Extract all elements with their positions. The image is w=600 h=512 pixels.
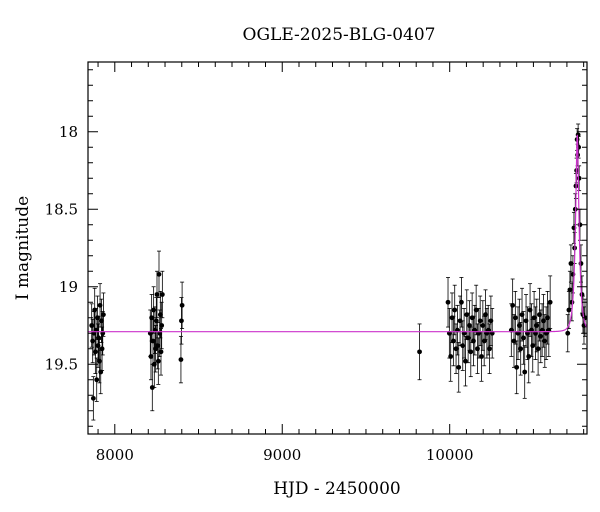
x-tick-label: 10000 — [426, 446, 474, 464]
y-tick-label: 19.5 — [45, 355, 78, 373]
point-marker — [576, 175, 582, 181]
y-tick-label: 18 — [59, 123, 78, 141]
point-marker — [547, 299, 553, 305]
data-point — [179, 281, 185, 330]
data-point — [520, 311, 526, 365]
data-point — [565, 314, 571, 353]
point-marker — [179, 318, 184, 324]
data-point — [178, 335, 184, 384]
chart-title: OGLE-2025-BLG-0407 — [243, 25, 436, 45]
data-point — [452, 284, 458, 336]
data-point — [522, 345, 528, 399]
data-point — [159, 270, 165, 319]
model-curve — [88, 134, 588, 333]
point-marker — [510, 302, 516, 308]
data-point — [90, 376, 96, 421]
point-marker — [512, 315, 518, 321]
point-marker — [577, 222, 583, 228]
point-marker — [179, 302, 185, 308]
y-axis-label: I magnitude — [13, 196, 33, 300]
point-marker — [154, 292, 160, 297]
data-point — [158, 328, 164, 376]
point-marker — [518, 346, 524, 352]
point-marker — [479, 354, 484, 359]
data-point — [101, 292, 106, 337]
data-point — [547, 275, 553, 330]
point-marker — [568, 261, 574, 266]
data-point — [445, 277, 451, 328]
data-point — [568, 244, 574, 283]
point-marker — [526, 354, 532, 359]
point-marker — [487, 346, 492, 352]
point-marker — [99, 346, 105, 352]
point-marker — [578, 261, 584, 266]
point-marker — [101, 312, 106, 318]
point-marker — [89, 323, 95, 328]
x-tick-label: 9000 — [263, 446, 301, 464]
data-point — [526, 329, 532, 384]
point-marker — [90, 395, 96, 401]
data-point — [450, 315, 456, 367]
point-marker — [155, 343, 161, 349]
data-point — [417, 323, 422, 381]
data-point — [154, 270, 160, 319]
data-point — [459, 277, 464, 328]
point-marker — [522, 369, 528, 375]
point-marker — [158, 349, 164, 355]
x-tick-label: 8000 — [96, 446, 134, 464]
plot-area — [87, 61, 588, 435]
point-marker — [468, 349, 474, 355]
data-point — [155, 337, 161, 385]
point-marker — [520, 335, 526, 341]
y-tick-label: 18.5 — [45, 200, 78, 218]
data-points — [89, 123, 588, 421]
point-marker — [450, 338, 456, 344]
point-marker — [156, 271, 162, 277]
point-marker — [155, 358, 161, 364]
point-marker — [159, 323, 165, 328]
data-point — [456, 342, 462, 393]
point-marker — [477, 318, 483, 324]
data-point — [468, 326, 474, 378]
data-point — [159, 301, 165, 350]
point-marker — [565, 330, 571, 336]
point-marker — [445, 299, 451, 305]
point-marker — [456, 364, 462, 370]
point-marker — [452, 307, 458, 313]
data-point — [566, 290, 572, 330]
y-axis: 18 18.5 19 19.5 — [45, 69, 587, 427]
point-marker — [94, 377, 100, 383]
x-axis: 8000 9000 10000 — [96, 62, 585, 464]
point-marker — [417, 349, 422, 355]
point-marker — [459, 299, 464, 305]
point-marker — [148, 354, 154, 359]
point-marker — [535, 346, 541, 352]
plot-frame — [87, 61, 588, 435]
point-marker — [567, 287, 573, 293]
point-marker — [149, 385, 155, 390]
point-marker — [514, 364, 520, 370]
point-marker — [159, 292, 165, 297]
point-marker — [448, 354, 454, 359]
y-tick-label: 19 — [59, 278, 78, 296]
x-axis-label: HJD - 2450000 — [273, 479, 401, 499]
data-point — [94, 357, 100, 402]
point-marker — [178, 357, 184, 362]
